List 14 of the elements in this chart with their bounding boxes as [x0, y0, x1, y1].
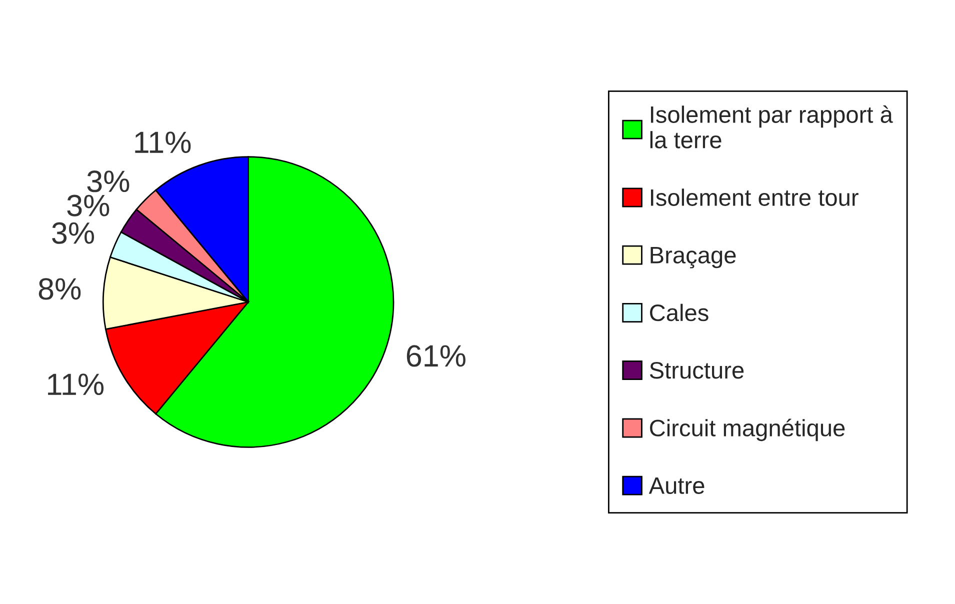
data-label: 11%	[48, 374, 104, 396]
legend-label: Autre	[648, 478, 704, 494]
legend-label: Isolement par rapport à la terre	[650, 105, 893, 148]
data-label: 8%	[38, 278, 81, 300]
data-label: 3%	[67, 194, 110, 216]
data-label: 61%	[406, 345, 466, 367]
data-label: 3%	[87, 170, 130, 192]
data-label: 11%	[135, 132, 191, 154]
legend-label: Circuit magnétique	[650, 418, 845, 442]
legend-label: Structure	[650, 362, 744, 379]
legend-label: Braçage	[650, 247, 736, 268]
data-label: 3%	[52, 222, 94, 244]
legend-label: Isolement entre tour	[651, 188, 858, 206]
legend-label: Cales	[650, 304, 708, 322]
